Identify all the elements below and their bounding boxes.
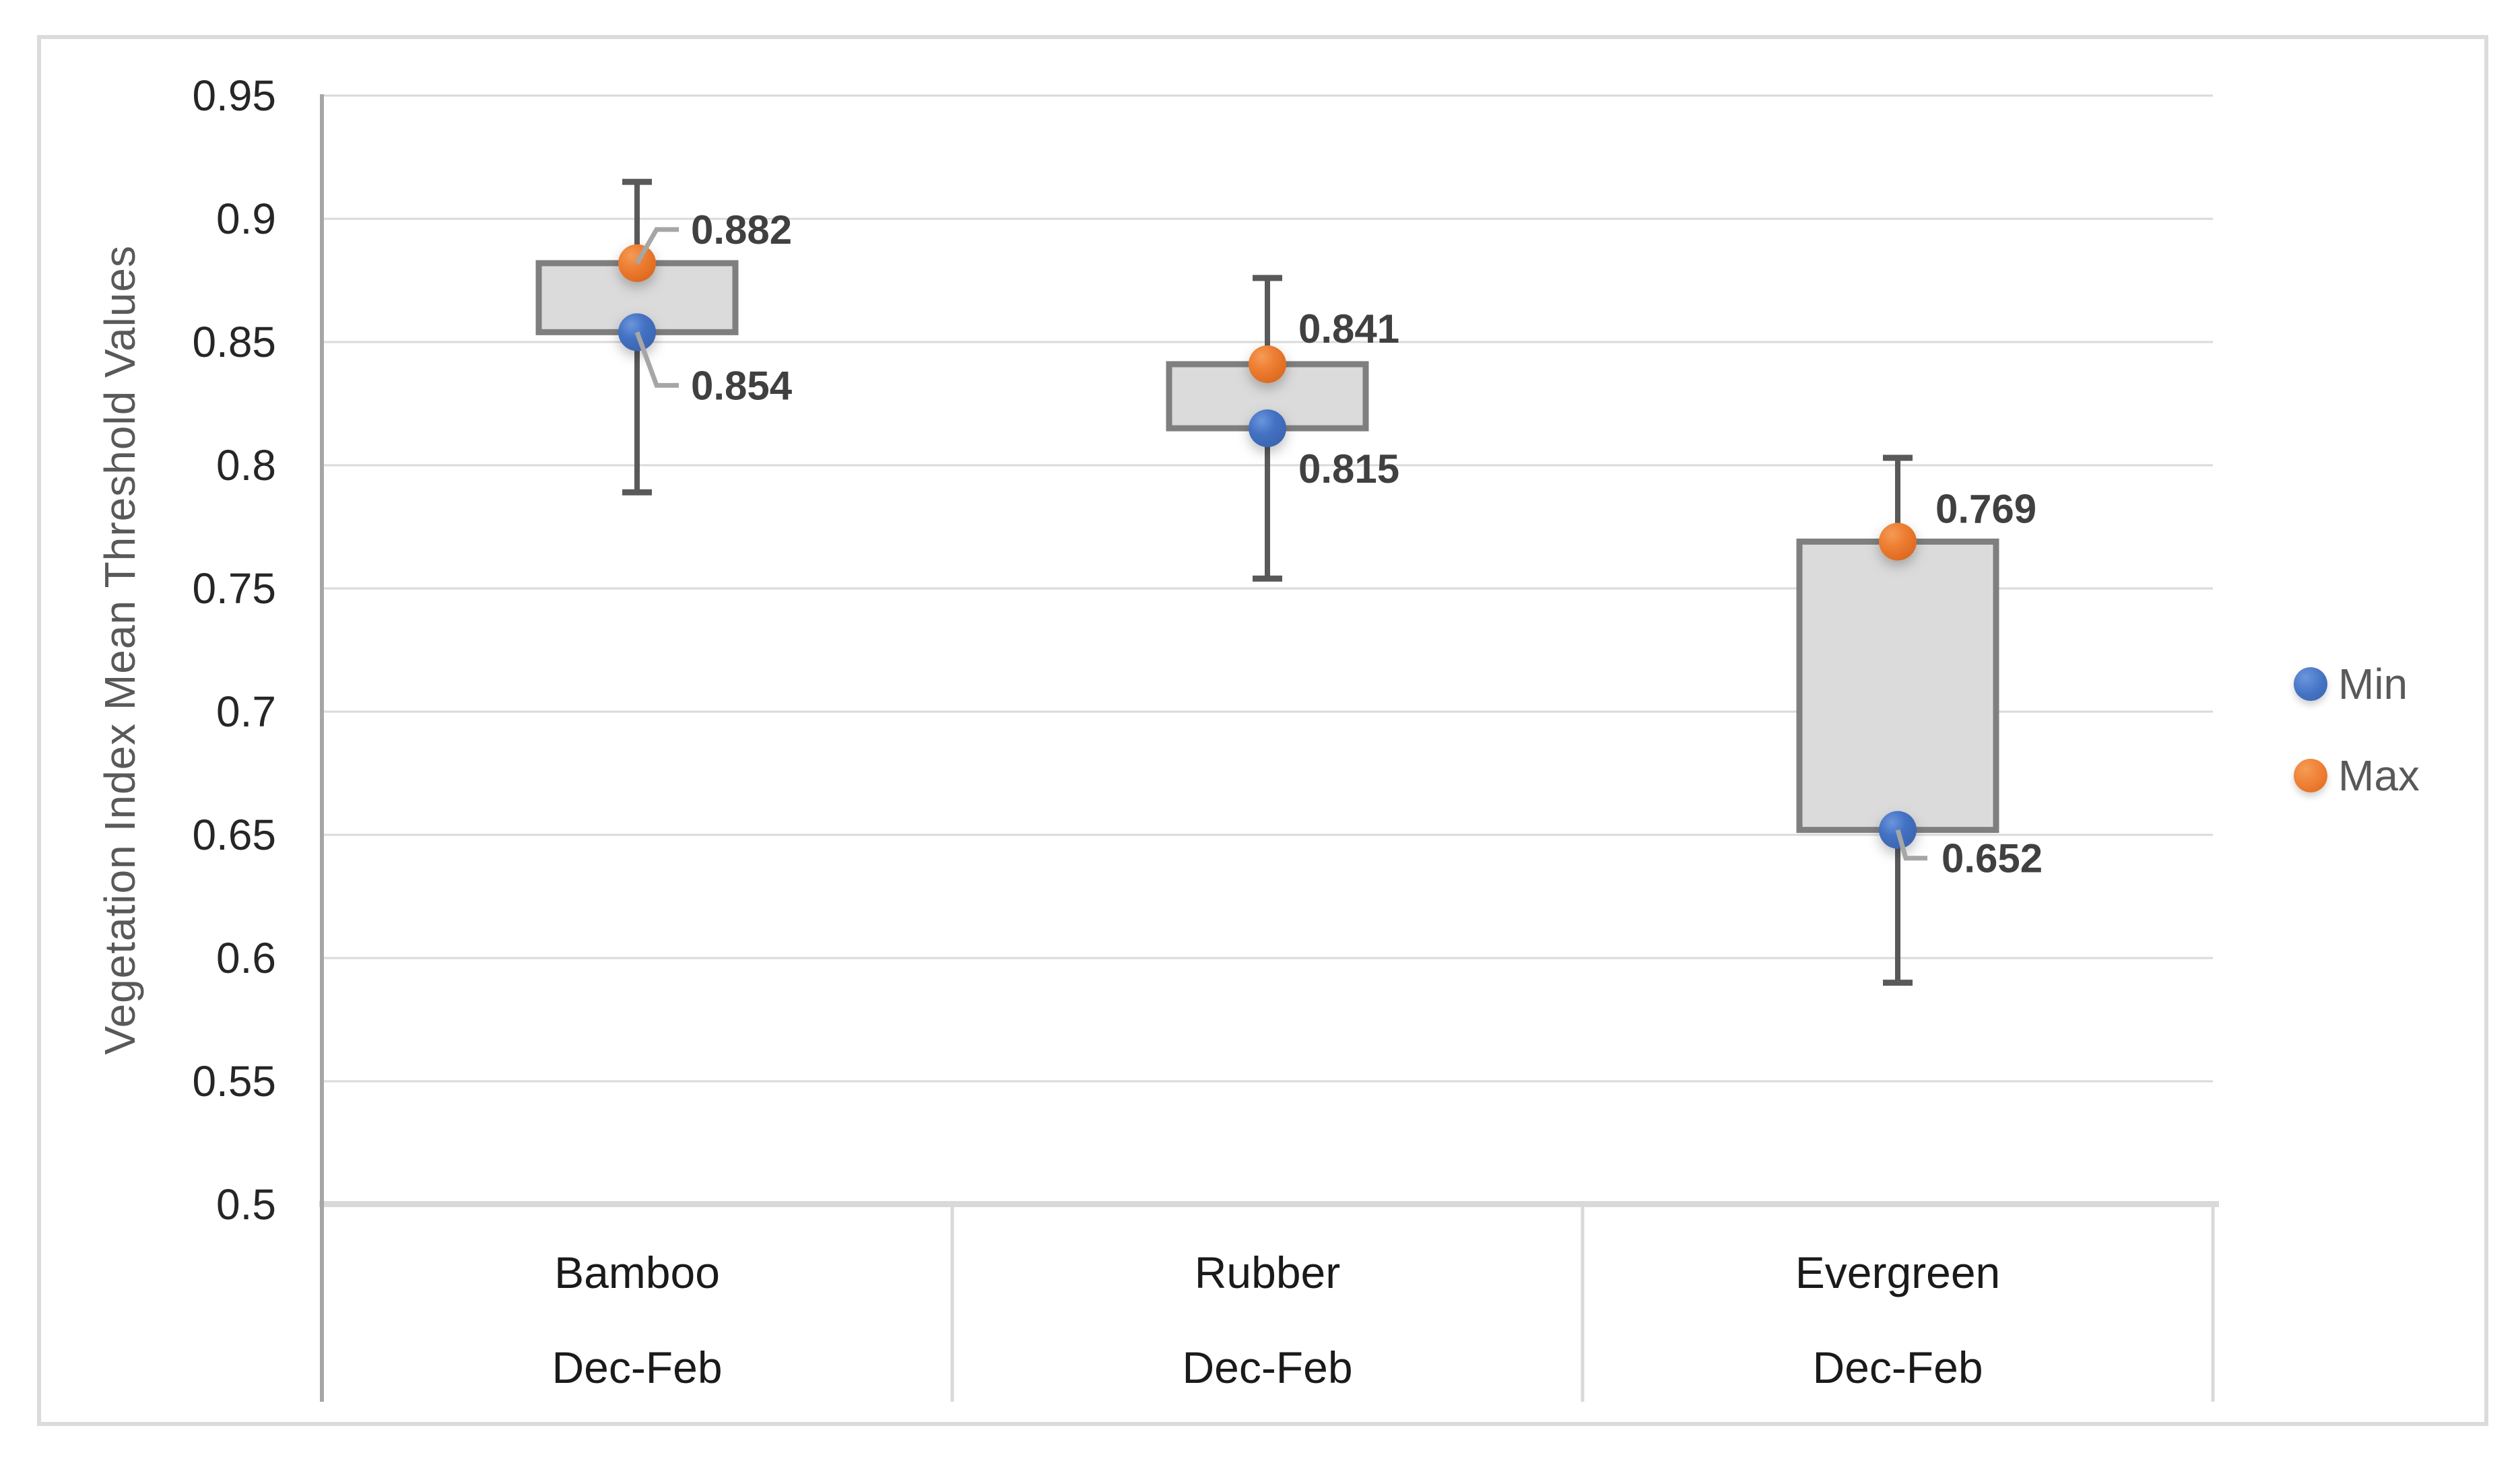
category-label: Bamboo [554,1248,720,1297]
y-tick-label: 0.5 [216,1180,276,1229]
y-tick-label: 0.8 [216,441,276,489]
box [1796,538,1999,833]
max-data-label: 0.769 [1935,486,2036,531]
max-data-label: 0.882 [691,207,792,252]
max-data-label: 0.841 [1298,306,1399,351]
category-sublabel: Dec-Feb [1812,1342,1983,1392]
y-tick-label: 0.7 [216,687,276,736]
y-tick-label: 0.65 [192,811,276,859]
legend: Min Max [2294,662,2420,797]
min-data-label: 0.815 [1298,446,1399,491]
legend-item-max: Max [2294,754,2420,797]
y-tick-label: 0.55 [192,1057,276,1105]
y-tick-label: 0.95 [192,71,276,120]
y-tick-label: 0.6 [216,934,276,982]
legend-label-min: Min [2338,660,2408,708]
category-label: Evergreen [1795,1248,2001,1297]
max-point [1249,345,1286,383]
y-tick-label: 0.85 [192,318,276,366]
min-label-leader [1895,829,1927,861]
category-sublabel: Dec-Feb [552,1342,722,1392]
min-label-leader [634,331,679,388]
y-axis-title-text: Vegetation Index Mean Threshold Values [96,245,144,1055]
max-point [1879,522,1917,561]
legend-item-min: Min [2294,662,2420,706]
legend-label-max: Max [2338,751,2420,800]
x-axis-line [319,1201,2219,1207]
y-tick-label: 0.9 [216,195,276,243]
min-marker-icon [2294,667,2327,701]
y-tick-label: 0.75 [192,564,276,613]
min-data-label: 0.652 [1942,836,2043,881]
max-label-leader [634,227,679,265]
min-point [1249,409,1286,448]
chart-figure [37,35,2488,1426]
y-axis-title: Vegetation Index Mean Threshold Values [92,96,148,1204]
category-label: Rubber [1195,1248,1340,1297]
category-sublabel: Dec-Feb [1182,1342,1352,1392]
min-data-label: 0.854 [691,363,793,408]
max-marker-icon [2294,759,2327,792]
